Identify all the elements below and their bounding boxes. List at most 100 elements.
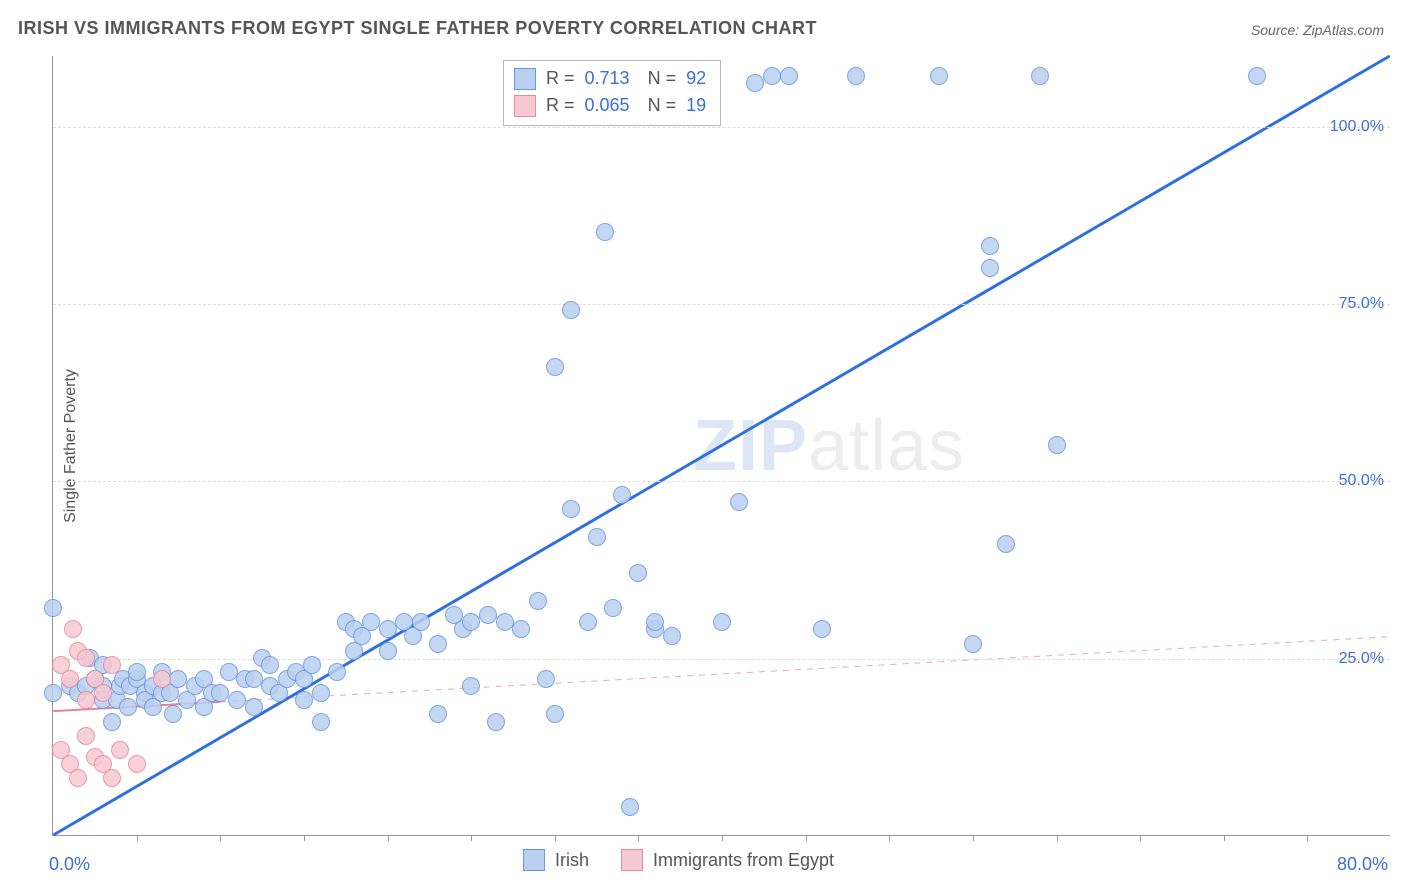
source-label: Source: ZipAtlas.com	[1251, 22, 1384, 38]
data-point-irish	[429, 635, 447, 653]
data-point-egypt	[153, 670, 171, 688]
y-tick-label: 50.0%	[1339, 472, 1384, 490]
data-point-irish	[462, 613, 480, 631]
data-point-irish	[312, 713, 330, 731]
x-tick	[220, 835, 221, 841]
data-point-irish	[295, 691, 313, 709]
x-tick	[638, 835, 639, 841]
regression-line	[53, 56, 1389, 835]
legend-label-egypt: Immigrants from Egypt	[653, 850, 834, 871]
data-point-irish	[44, 684, 62, 702]
r-label: R =	[546, 92, 575, 119]
stats-row-egypt: R =0.065N =19	[514, 92, 706, 119]
x-tick	[1057, 835, 1058, 841]
data-point-irish	[537, 670, 555, 688]
data-point-irish	[169, 670, 187, 688]
x-tick	[388, 835, 389, 841]
chart-title: IRISH VS IMMIGRANTS FROM EGYPT SINGLE FA…	[18, 18, 817, 39]
correlation-stats-box: R =0.713N =92R =0.065N =19	[503, 60, 721, 126]
data-point-irish	[613, 486, 631, 504]
data-point-irish	[261, 656, 279, 674]
x-tick	[806, 835, 807, 841]
data-point-irish	[813, 620, 831, 638]
x-tick	[889, 835, 890, 841]
data-point-irish	[588, 528, 606, 546]
x-tick	[471, 835, 472, 841]
data-point-irish	[713, 613, 731, 631]
data-point-egypt	[94, 684, 112, 702]
data-point-egypt	[128, 755, 146, 773]
data-point-irish	[847, 67, 865, 85]
data-point-irish	[379, 620, 397, 638]
data-point-irish	[220, 663, 238, 681]
data-point-irish	[730, 493, 748, 511]
data-point-egypt	[61, 670, 79, 688]
x-tick	[137, 835, 138, 841]
n-value: 19	[686, 92, 706, 119]
data-point-irish	[479, 606, 497, 624]
data-point-irish	[546, 705, 564, 723]
grid-line	[53, 481, 1390, 482]
data-point-irish	[379, 642, 397, 660]
stats-row-irish: R =0.713N =92	[514, 65, 706, 92]
data-point-irish	[780, 67, 798, 85]
legend-swatch-irish	[523, 849, 545, 871]
scatter-plot: Single Father Poverty ZIPatlas R =0.713N…	[52, 56, 1390, 836]
n-label: N =	[648, 92, 677, 119]
data-point-irish	[412, 613, 430, 631]
legend-label-irish: Irish	[555, 850, 589, 871]
data-point-irish	[562, 500, 580, 518]
data-point-irish	[629, 564, 647, 582]
x-tick	[973, 835, 974, 841]
data-point-egypt	[77, 691, 95, 709]
data-point-irish	[362, 613, 380, 631]
data-point-irish	[981, 237, 999, 255]
r-value: 0.713	[585, 65, 630, 92]
y-tick-label: 25.0%	[1339, 650, 1384, 668]
data-point-irish	[604, 599, 622, 617]
grid-line	[53, 304, 1390, 305]
data-point-irish	[1031, 67, 1049, 85]
data-point-irish	[128, 663, 146, 681]
data-point-irish	[1248, 67, 1266, 85]
data-point-irish	[562, 301, 580, 319]
data-point-irish	[621, 798, 639, 816]
data-point-irish	[579, 613, 597, 631]
data-point-irish	[103, 713, 121, 731]
data-point-irish	[119, 698, 137, 716]
legend-swatch-egypt	[621, 849, 643, 871]
data-point-irish	[312, 684, 330, 702]
data-point-irish	[211, 684, 229, 702]
data-point-irish	[245, 670, 263, 688]
data-point-irish	[964, 635, 982, 653]
x-tick	[1224, 835, 1225, 841]
x-tick	[722, 835, 723, 841]
data-point-irish	[228, 691, 246, 709]
data-point-egypt	[77, 727, 95, 745]
data-point-irish	[646, 613, 664, 631]
x-tick	[555, 835, 556, 841]
data-point-egypt	[103, 656, 121, 674]
data-point-irish	[746, 74, 764, 92]
data-point-egypt	[77, 649, 95, 667]
data-point-irish	[981, 259, 999, 277]
data-point-irish	[1048, 436, 1066, 454]
x-tick	[1307, 835, 1308, 841]
data-point-irish	[429, 705, 447, 723]
data-point-irish	[164, 705, 182, 723]
regression-lines-layer	[53, 56, 1390, 835]
data-point-irish	[997, 535, 1015, 553]
data-point-irish	[529, 592, 547, 610]
x-tick	[304, 835, 305, 841]
data-point-irish	[930, 67, 948, 85]
y-tick-label: 75.0%	[1339, 295, 1384, 313]
data-point-irish	[462, 677, 480, 695]
y-tick-label: 100.0%	[1330, 118, 1384, 136]
data-point-irish	[303, 656, 321, 674]
data-point-egypt	[64, 620, 82, 638]
n-label: N =	[648, 65, 677, 92]
data-point-irish	[487, 713, 505, 731]
data-point-irish	[44, 599, 62, 617]
data-point-irish	[763, 67, 781, 85]
data-point-egypt	[69, 769, 87, 787]
